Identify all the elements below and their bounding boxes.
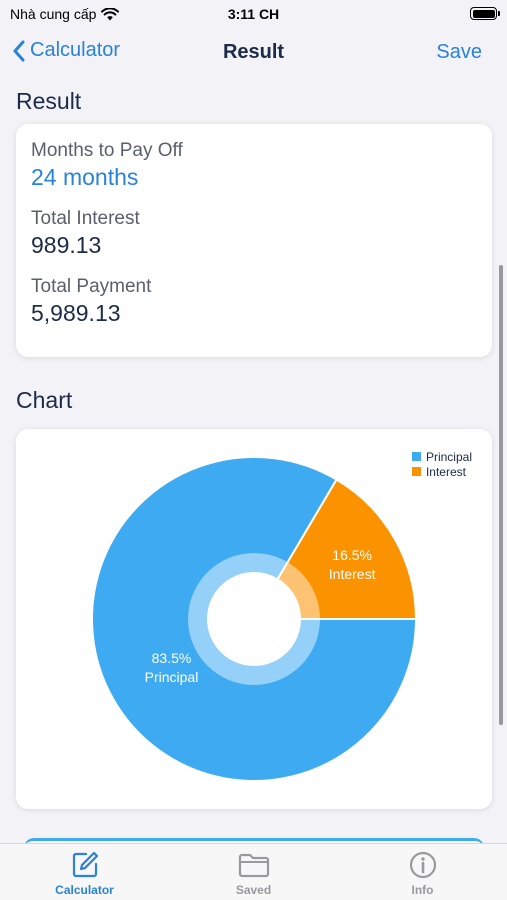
- donut-hole: [207, 572, 301, 666]
- pie-slice-interest: [252, 478, 418, 620]
- months-to-pay-off: Months to Pay Off 24 months: [31, 140, 183, 191]
- legend-label: Interest: [425, 464, 466, 479]
- legend-item-principal: Principal: [411, 449, 472, 464]
- tab-label: Info: [411, 883, 434, 897]
- carrier-info: Nhà cung cấp: [10, 6, 120, 22]
- tab-label: Saved: [235, 883, 272, 897]
- slice-percent-label: 16.5%: [332, 547, 372, 563]
- tab-label: Calculator: [55, 883, 114, 897]
- legend-swatch: [411, 452, 421, 461]
- edit-icon: [72, 851, 98, 878]
- pie-slice-principal: [91, 456, 418, 782]
- legend-swatch: [411, 467, 421, 476]
- chart-legend: Principal Interest: [411, 449, 472, 479]
- result-section-title: Result: [16, 88, 82, 114]
- tab-bar: Calculator Saved Info: [0, 843, 507, 900]
- chevron-left-icon: [13, 40, 25, 61]
- slice-percent-label: 83.5%: [152, 650, 192, 666]
- result-value: 24 months: [31, 164, 139, 190]
- navigation-bar: Calculator Result Save: [0, 30, 507, 76]
- result-label: Total Payment: [31, 276, 152, 297]
- slice-category-label: Interest: [329, 566, 376, 582]
- status-time: 3:11 CH: [227, 6, 280, 22]
- result-label: Total Interest: [31, 208, 140, 229]
- save-button[interactable]: Save: [436, 41, 482, 63]
- total-interest: Total Interest 989.13: [31, 208, 140, 259]
- info-icon: [409, 851, 436, 879]
- legend-item-interest: Interest: [411, 464, 472, 479]
- result-value: 989.13: [31, 232, 102, 258]
- tab-calculator[interactable]: Calculator: [0, 844, 169, 900]
- result-card: Months to Pay Off 24 months Total Intere…: [16, 124, 492, 357]
- donut-chart: 16.5% Interest 83.5% Principal: [91, 456, 418, 782]
- folder-icon: [238, 853, 269, 878]
- total-payment: Total Payment 5,989.13: [31, 276, 151, 327]
- back-button[interactable]: Calculator: [12, 39, 120, 62]
- wifi-icon: [101, 7, 120, 20]
- tab-info[interactable]: Info: [338, 844, 507, 900]
- slice-category-label: Principal: [145, 669, 199, 685]
- scrollbar[interactable]: [499, 265, 503, 725]
- legend-label: Principal: [425, 449, 472, 464]
- chart-card: 16.5% Interest 83.5% Principal Principal In…: [16, 429, 492, 809]
- result-label: Months to Pay Off: [31, 140, 183, 161]
- result-value: 5,989.13: [31, 300, 121, 326]
- carrier-name: Nhà cung cấp: [10, 6, 97, 22]
- back-button-label: Calculator: [30, 39, 121, 61]
- battery-icon: [470, 7, 500, 20]
- status-bar: Nhà cung cấp 3:11 CH: [0, 0, 507, 30]
- chart-section-title: Chart: [16, 387, 73, 413]
- tab-saved[interactable]: Saved: [169, 844, 338, 900]
